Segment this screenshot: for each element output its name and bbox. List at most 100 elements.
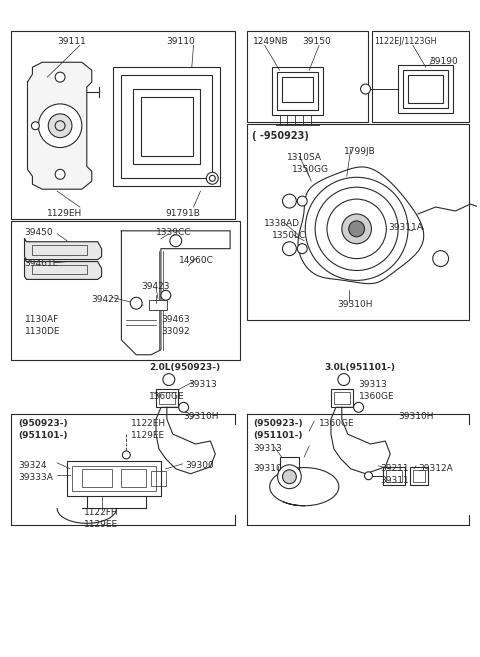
Text: 3.0L(951101-): 3.0L(951101-)	[324, 363, 395, 372]
Circle shape	[206, 172, 218, 184]
Text: 1130AF: 1130AF	[24, 315, 59, 324]
Polygon shape	[24, 238, 102, 260]
Bar	[156, 390, 178, 407]
Circle shape	[297, 244, 307, 254]
Circle shape	[130, 297, 142, 309]
Text: 14960C: 14960C	[179, 256, 214, 265]
Text: 1122EH: 1122EH	[131, 419, 167, 428]
Text: 39324: 39324	[19, 461, 47, 470]
Bar	[121, 469, 146, 487]
Circle shape	[163, 374, 175, 386]
Bar	[386, 470, 402, 482]
Bar	[398, 65, 453, 113]
Bar	[410, 467, 428, 485]
Text: 39300: 39300	[186, 461, 215, 470]
Text: 39450: 39450	[24, 228, 53, 237]
Bar	[372, 30, 469, 122]
Text: 39310H: 39310H	[184, 413, 219, 421]
Bar	[82, 469, 111, 487]
Bar	[113, 67, 220, 186]
Text: 39150: 39150	[302, 37, 331, 47]
Text: 1249NB: 1249NB	[253, 37, 288, 47]
Polygon shape	[121, 231, 230, 355]
Text: 39313: 39313	[253, 444, 282, 453]
Text: (950923-): (950923-)	[253, 419, 302, 428]
Bar	[247, 30, 369, 122]
Bar	[334, 392, 350, 404]
Text: 39313: 39313	[359, 380, 387, 388]
Bar	[272, 67, 323, 115]
Bar	[408, 75, 443, 103]
Text: 91791B: 91791B	[166, 209, 201, 218]
Bar	[67, 461, 161, 495]
Text: 39313: 39313	[189, 380, 217, 388]
Bar	[149, 300, 167, 310]
Text: (951101-): (951101-)	[253, 431, 302, 440]
Bar	[121, 75, 212, 178]
Bar	[384, 467, 405, 485]
Bar	[247, 124, 469, 320]
Text: 39423: 39423	[141, 283, 169, 292]
Circle shape	[360, 84, 371, 94]
Bar	[159, 392, 175, 404]
Circle shape	[338, 374, 350, 386]
Circle shape	[433, 251, 448, 267]
Bar	[33, 244, 87, 255]
Text: 1129EE: 1129EE	[131, 431, 166, 440]
Text: 39310: 39310	[253, 464, 282, 473]
Bar	[276, 72, 318, 110]
Text: 1310SA: 1310SA	[288, 154, 323, 162]
Text: 39111: 39111	[57, 37, 86, 47]
Text: 1360GE: 1360GE	[149, 392, 185, 401]
Circle shape	[283, 470, 296, 484]
Text: 39190: 39190	[430, 57, 458, 66]
Text: 1129EE: 1129EE	[84, 520, 118, 530]
Text: 1339CC: 1339CC	[156, 228, 192, 237]
Text: 39110: 39110	[166, 37, 194, 47]
Text: 39333A: 39333A	[19, 473, 53, 482]
Text: 33092: 33092	[161, 327, 190, 336]
Bar	[279, 457, 300, 472]
Circle shape	[364, 472, 372, 480]
Bar	[11, 221, 240, 360]
Text: 1360GE: 1360GE	[319, 419, 355, 428]
Text: 39311A: 39311A	[388, 223, 423, 232]
Text: 1129EH: 1129EH	[47, 209, 83, 218]
Text: 39311: 39311	[380, 476, 409, 485]
Circle shape	[55, 72, 65, 82]
Circle shape	[342, 214, 372, 244]
Text: 39461E: 39461E	[24, 259, 59, 267]
Circle shape	[297, 196, 307, 206]
Text: (951101-): (951101-)	[19, 431, 68, 440]
Text: 1799JB: 1799JB	[344, 147, 375, 156]
Circle shape	[305, 177, 408, 281]
Bar	[331, 390, 353, 407]
Circle shape	[122, 451, 130, 459]
Bar	[413, 470, 425, 482]
Circle shape	[55, 170, 65, 179]
Text: 1130DE: 1130DE	[24, 327, 60, 336]
Bar	[151, 471, 166, 486]
Circle shape	[354, 402, 363, 413]
Bar	[33, 265, 87, 275]
Bar	[141, 97, 192, 156]
Bar	[11, 30, 235, 219]
Circle shape	[179, 402, 189, 413]
Circle shape	[277, 465, 301, 489]
Text: 39422: 39422	[92, 295, 120, 304]
Text: 39310H: 39310H	[398, 413, 433, 421]
Circle shape	[32, 122, 39, 129]
Text: 39463: 39463	[161, 315, 190, 324]
Polygon shape	[298, 167, 424, 284]
Text: ( -950923): ( -950923)	[252, 131, 309, 141]
Text: (950923-): (950923-)	[19, 419, 68, 428]
Text: 1360GE: 1360GE	[359, 392, 394, 401]
Circle shape	[283, 242, 296, 256]
Text: 1122EJ/1123GH: 1122EJ/1123GH	[374, 37, 437, 47]
Text: 2.0L(950923-): 2.0L(950923-)	[149, 363, 220, 372]
Polygon shape	[27, 62, 92, 189]
Polygon shape	[24, 259, 102, 279]
Circle shape	[38, 104, 82, 148]
Text: 39310H: 39310H	[337, 300, 372, 309]
Circle shape	[161, 290, 171, 300]
